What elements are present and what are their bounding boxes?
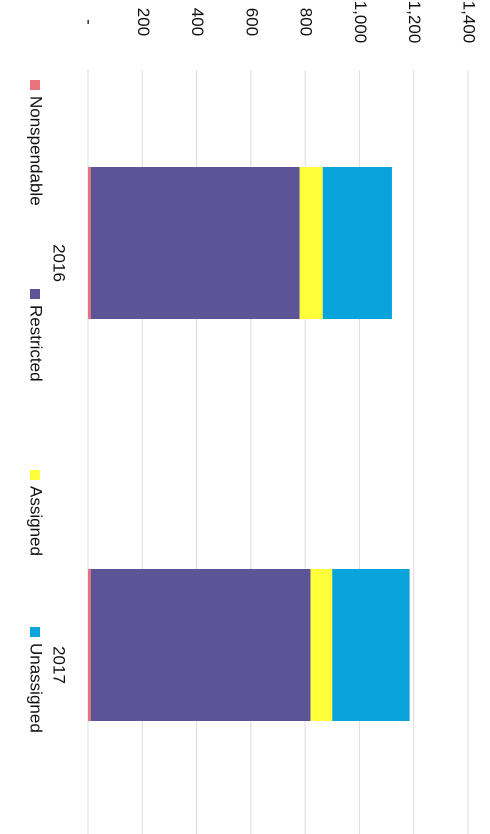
tick-label: 1,000 (351, 1, 370, 44)
bar-segment-nonspendable-2016 (88, 167, 91, 319)
legend-label: Unassigned (27, 643, 46, 733)
legend-swatch (30, 80, 40, 90)
bar-segment-assigned-2016 (299, 167, 323, 319)
tick-label: 1,400 (459, 1, 478, 44)
tick-label: 800 (297, 8, 316, 36)
tick-label: - (80, 19, 99, 25)
bar-segment-unassigned-2016 (322, 167, 392, 319)
legend-label: Nonspendable (27, 96, 46, 206)
bars (88, 167, 410, 721)
category-label: 2016 (50, 244, 69, 282)
legend-swatch (30, 627, 40, 637)
bar-segment-nonspendable-2017 (88, 569, 91, 721)
category-axis-labels: 2016 2017 (50, 244, 69, 684)
tick-label: 600 (242, 8, 261, 36)
tick-label: 200 (134, 8, 153, 36)
value-axis-ticks: - 200 400 600 800 1,000 1,200 1,400 (80, 1, 479, 44)
bar-segment-assigned-2017 (310, 569, 333, 721)
legend-swatch (30, 470, 40, 480)
bar-segment-unassigned-2017 (332, 569, 410, 721)
legend-label: Assigned (27, 486, 46, 556)
legend: Nonspendable Restricted Assigned Unassigned (27, 80, 46, 733)
bar-segment-restricted-2016 (90, 167, 300, 319)
category-label: 2017 (50, 646, 69, 684)
bar-segment-restricted-2017 (90, 569, 311, 721)
legend-swatch (30, 289, 40, 299)
tick-label: 400 (188, 8, 207, 36)
legend-label: Restricted (27, 305, 46, 382)
tick-label: 1,200 (405, 1, 424, 44)
